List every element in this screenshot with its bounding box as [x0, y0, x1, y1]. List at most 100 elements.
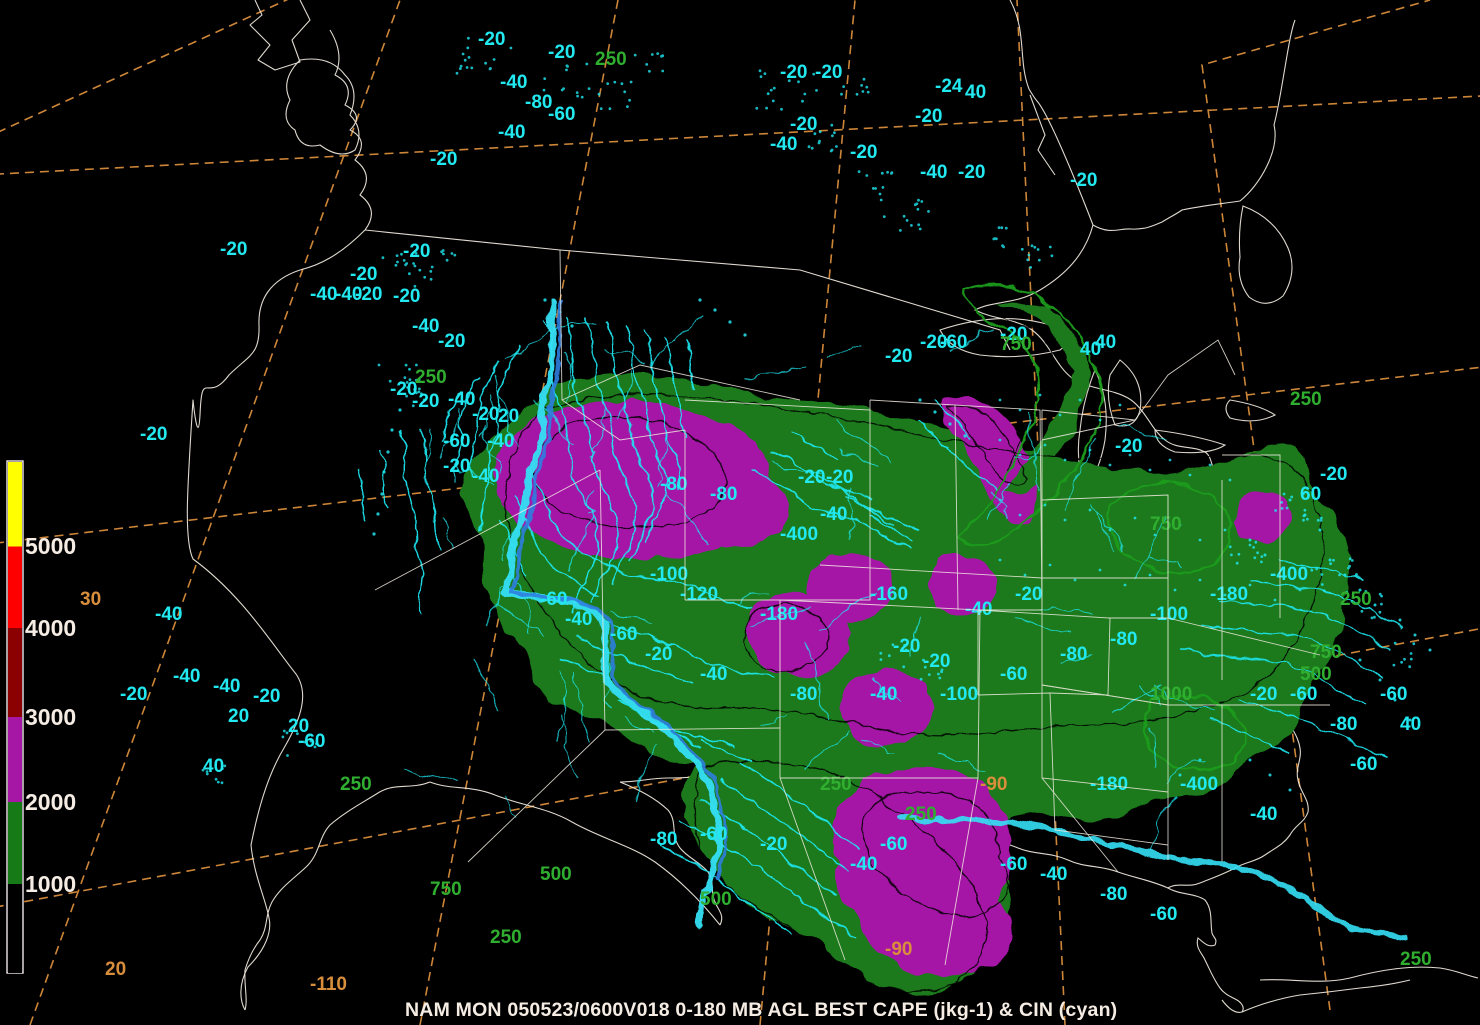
svg-text:-40: -40 [155, 604, 182, 625]
svg-text:30: 30 [80, 589, 101, 610]
svg-text:-20: -20 [815, 62, 842, 83]
svg-text:750: 750 [1000, 334, 1032, 355]
svg-text:-400: -400 [780, 524, 818, 545]
svg-text:-20: -20 [915, 106, 942, 127]
svg-text:-90: -90 [980, 774, 1007, 795]
svg-text:-40: -40 [213, 676, 240, 697]
svg-text:-80: -80 [1330, 714, 1357, 735]
svg-text:-40: -40 [700, 664, 727, 685]
svg-text:250: 250 [1290, 389, 1322, 410]
svg-text:-60: -60 [880, 834, 907, 855]
svg-text:-60: -60 [1150, 904, 1177, 925]
svg-text:-20: -20 [780, 62, 807, 83]
svg-text:-90: -90 [885, 939, 912, 960]
svg-text:-20: -20 [393, 286, 420, 307]
svg-text:500: 500 [1300, 664, 1332, 685]
svg-text:-100: -100 [940, 684, 978, 705]
svg-text:-20: -20 [1115, 436, 1142, 457]
svg-text:-110: -110 [310, 974, 347, 995]
svg-text:-40: -40 [1250, 804, 1277, 825]
svg-text:-60: -60 [1380, 684, 1407, 705]
svg-text:-20: -20 [355, 284, 382, 305]
svg-text:-80: -80 [1110, 629, 1137, 650]
svg-text:-60: -60 [700, 824, 727, 845]
svg-text:-400: -400 [1180, 774, 1218, 795]
svg-text:250: 250 [1340, 589, 1372, 610]
svg-text:-80: -80 [1100, 884, 1127, 905]
svg-text:-80: -80 [650, 829, 677, 850]
svg-text:-80: -80 [710, 484, 737, 505]
svg-text:-20: -20 [1250, 684, 1277, 705]
svg-text:-40: -40 [770, 134, 797, 155]
svg-text:-60: -60 [548, 104, 575, 125]
svg-text:-40: -40 [1040, 864, 1067, 885]
svg-text:250: 250 [490, 927, 522, 948]
svg-text:-40: -40 [173, 666, 200, 687]
svg-text:500: 500 [700, 889, 732, 910]
svg-text:250: 250 [905, 804, 937, 825]
svg-text:40: 40 [1400, 714, 1421, 735]
svg-text:40: 40 [203, 756, 224, 777]
svg-text:-60: -60 [1000, 664, 1027, 685]
svg-text:-180: -180 [1210, 584, 1248, 605]
svg-text:-40: -40 [820, 504, 847, 525]
svg-text:-20: -20 [253, 686, 280, 707]
svg-text:500: 500 [540, 864, 572, 885]
svg-text:-100: -100 [650, 564, 688, 585]
svg-text:-20: -20 [443, 456, 470, 477]
svg-text:750: 750 [1310, 642, 1342, 663]
svg-text:250: 250 [1400, 949, 1432, 970]
svg-text:-20: -20 [958, 162, 985, 183]
svg-text:-40: -40 [500, 72, 527, 93]
svg-text:-24: -24 [935, 76, 963, 97]
svg-text:1000: 1000 [25, 871, 76, 897]
svg-text:-20: -20 [220, 239, 247, 260]
svg-text:-60: -60 [540, 589, 567, 610]
svg-text:-20: -20 [412, 391, 439, 412]
svg-text:4000: 4000 [25, 615, 76, 641]
svg-text:-40: -40 [870, 684, 897, 705]
svg-text:-60: -60 [610, 624, 637, 645]
svg-text:-120: -120 [680, 584, 718, 605]
svg-text:20: 20 [228, 706, 249, 727]
svg-text:250: 250 [595, 49, 627, 70]
svg-text:-20: -20 [140, 424, 167, 445]
svg-text:-60: -60 [1000, 854, 1027, 875]
svg-text:-20: -20 [430, 149, 457, 170]
svg-text:-40: -40 [498, 122, 525, 143]
svg-text:-60: -60 [443, 431, 470, 452]
svg-text:-40: -40 [310, 284, 337, 305]
svg-text:-20: -20 [923, 651, 950, 672]
svg-text:-20: -20 [1320, 464, 1347, 485]
svg-text:-20: -20 [850, 142, 877, 163]
svg-text:-20: -20 [1070, 170, 1097, 191]
svg-text:250: 250 [340, 774, 372, 795]
svg-text:-20: -20 [120, 684, 147, 705]
svg-text:2000: 2000 [25, 789, 76, 815]
svg-text:250: 250 [415, 367, 447, 388]
svg-text:-20: -20 [885, 346, 912, 367]
svg-text:-60: -60 [940, 332, 967, 353]
svg-text:-80: -80 [790, 684, 817, 705]
svg-text:-20: -20 [760, 834, 787, 855]
svg-text:40: 40 [965, 82, 986, 103]
svg-text:20: 20 [498, 406, 519, 427]
svg-text:5000: 5000 [25, 533, 76, 559]
svg-text:-20: -20 [1015, 584, 1042, 605]
svg-text:-20: -20 [790, 114, 817, 135]
svg-text:-60: -60 [1290, 684, 1317, 705]
svg-text:-20: -20 [548, 42, 575, 63]
svg-text:-20: -20 [826, 467, 853, 488]
svg-text:-180: -180 [1090, 774, 1128, 795]
svg-text:-40: -40 [920, 162, 947, 183]
svg-text:-20: -20 [893, 636, 920, 657]
svg-text:-40: -40 [565, 609, 592, 630]
svg-text:750: 750 [430, 879, 462, 900]
svg-text:-400: -400 [1270, 564, 1308, 585]
svg-text:-40: -40 [472, 466, 499, 487]
svg-text:60: 60 [1300, 484, 1321, 505]
svg-text:-80: -80 [1060, 644, 1087, 665]
svg-text:20: 20 [105, 959, 126, 980]
svg-text:-60: -60 [298, 731, 325, 752]
svg-text:-20: -20 [798, 467, 825, 488]
